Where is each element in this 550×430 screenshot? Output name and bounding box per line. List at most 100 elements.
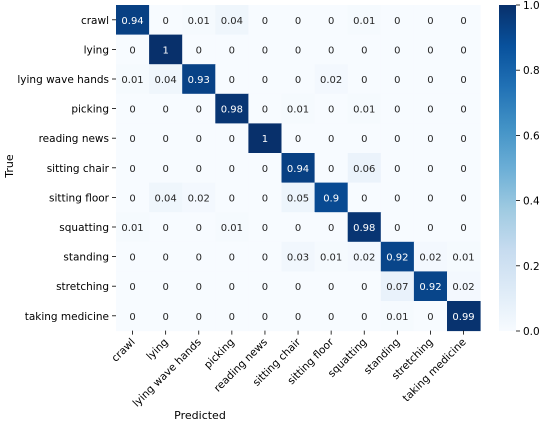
y-tick-labels: crawl lying lying wave hands picking reading…	[17, 15, 116, 323]
heatmap-cell	[248, 93, 282, 124]
heatmap-cell	[116, 241, 150, 272]
heatmap-cell	[347, 301, 382, 332]
heatmap-cell	[314, 271, 349, 302]
cell-value-label: 1	[162, 45, 168, 56]
cell-value-label: 0	[394, 164, 400, 175]
heatmap-cell	[281, 301, 316, 332]
heatmap-cell	[347, 5, 382, 36]
colorbar: 0.0 0.2 0.4 0.6 0.8 1.0	[499, 0, 540, 338]
heatmap-cell	[182, 301, 216, 332]
cell-value-label: 0	[262, 193, 268, 204]
cell-value-label: 0.02	[320, 75, 342, 86]
cell-value-label: 0.01	[320, 253, 342, 264]
cell-value-label: 0	[328, 164, 334, 175]
colorbar-tick-label: 0.8	[523, 65, 540, 77]
cell-value-label: 0	[460, 164, 466, 175]
heatmap-cell	[447, 123, 481, 154]
cell-value-label: 0	[129, 164, 135, 175]
cell-value-label: 0	[427, 75, 433, 86]
cell-value-label: 0	[162, 253, 168, 264]
cell-value-label: 0	[229, 282, 235, 293]
heatmap-cell	[380, 64, 415, 95]
heatmap-cell	[347, 212, 382, 243]
cell-value-label: 0.02	[353, 253, 375, 264]
y-tick-label: reading news	[39, 133, 109, 145]
heatmap-cell	[413, 301, 448, 332]
heatmap-cell	[413, 241, 448, 272]
heatmap-cell	[215, 5, 249, 36]
cell-value-label: 0	[361, 45, 367, 56]
heatmap-cell	[149, 212, 183, 243]
cell-value-label: 0	[394, 45, 400, 56]
cell-value-label: 0	[129, 193, 135, 204]
heatmap-cell	[314, 301, 349, 332]
cell-value-label: 0	[196, 45, 202, 56]
y-tick-label: crawl	[81, 15, 109, 27]
cell-value-label: 0.92	[419, 282, 441, 293]
cell-value-label: 0.98	[221, 105, 243, 116]
cell-value-label: 0.01	[353, 16, 375, 27]
cell-value-label: 0	[427, 164, 433, 175]
cell-value-label: 0	[196, 253, 202, 264]
heatmap-cell	[248, 241, 282, 272]
heatmap-cell	[413, 93, 448, 124]
heatmap-cell	[281, 212, 316, 243]
y-tick-label: sitting chair	[47, 163, 110, 175]
cell-value-label: 0	[295, 282, 301, 293]
heatmap-cell	[314, 123, 349, 154]
heatmap-cell	[215, 64, 249, 95]
heatmap-cell	[149, 93, 183, 124]
cell-value-label: 0	[328, 223, 334, 234]
heatmap-cell	[149, 153, 183, 184]
cell-value-label: 0	[229, 312, 235, 323]
heatmap-cell	[314, 241, 349, 272]
cell-value-label: 0	[427, 16, 433, 27]
heatmap-cell	[215, 212, 249, 243]
heatmap-cell	[447, 241, 481, 272]
cell-value-label: 0	[162, 105, 168, 116]
heatmap-cell	[347, 271, 382, 302]
cell-value-label: 0	[361, 282, 367, 293]
cell-value-label: 0.05	[287, 193, 309, 204]
cell-value-label: 0	[229, 193, 235, 204]
cell-value-label: 0.01	[353, 105, 375, 116]
cell-value-label: 0	[162, 312, 168, 323]
heatmap-cell	[149, 64, 183, 95]
colorbar-tick-label: 0.0	[523, 326, 540, 338]
heatmap-cell	[215, 301, 249, 332]
cell-value-label: 0.01	[121, 223, 143, 234]
y-tick-label: taking medicine	[25, 311, 109, 323]
heatmap-cell	[116, 153, 150, 184]
cell-value-label: 0	[262, 16, 268, 27]
heatmap-cell	[116, 93, 150, 124]
cell-value-label: 0.03	[287, 253, 309, 264]
heatmap-cell	[447, 301, 481, 332]
heatmap-cell	[447, 212, 481, 243]
cell-value-label: 0	[328, 282, 334, 293]
cell-value-label: 0	[129, 45, 135, 56]
heatmap-cell	[149, 34, 183, 65]
cell-value-label: 0	[229, 164, 235, 175]
heatmap-cell	[182, 271, 216, 302]
y-tick-label: lying wave hands	[17, 74, 109, 86]
heatmap-cell	[215, 34, 249, 65]
cell-value-label: 0	[196, 134, 202, 145]
cell-value-label: 0.01	[287, 105, 309, 116]
cell-value-label: 0	[394, 134, 400, 145]
heatmap-cell	[380, 182, 415, 213]
heatmap-cell	[413, 123, 448, 154]
heatmap-cell	[447, 64, 481, 95]
heatmap-cell	[116, 123, 150, 154]
heatmap-cell	[116, 64, 150, 95]
cell-value-label: 0	[460, 134, 466, 145]
heatmap-cell	[281, 271, 316, 302]
cell-value-label: 0	[460, 105, 466, 116]
heatmap-cell	[447, 153, 481, 184]
heatmap-cells: 0.94 0 0.01 0.04 0 0 0 0.01 0 0 0 0 1 0 0 0 0 0 0 0 0 0 0.01 0.…	[116, 5, 481, 332]
cell-value-label: 0	[361, 75, 367, 86]
cell-value-label: 0	[162, 282, 168, 293]
heatmap-cell	[248, 153, 282, 184]
heatmap-cell	[182, 93, 216, 124]
